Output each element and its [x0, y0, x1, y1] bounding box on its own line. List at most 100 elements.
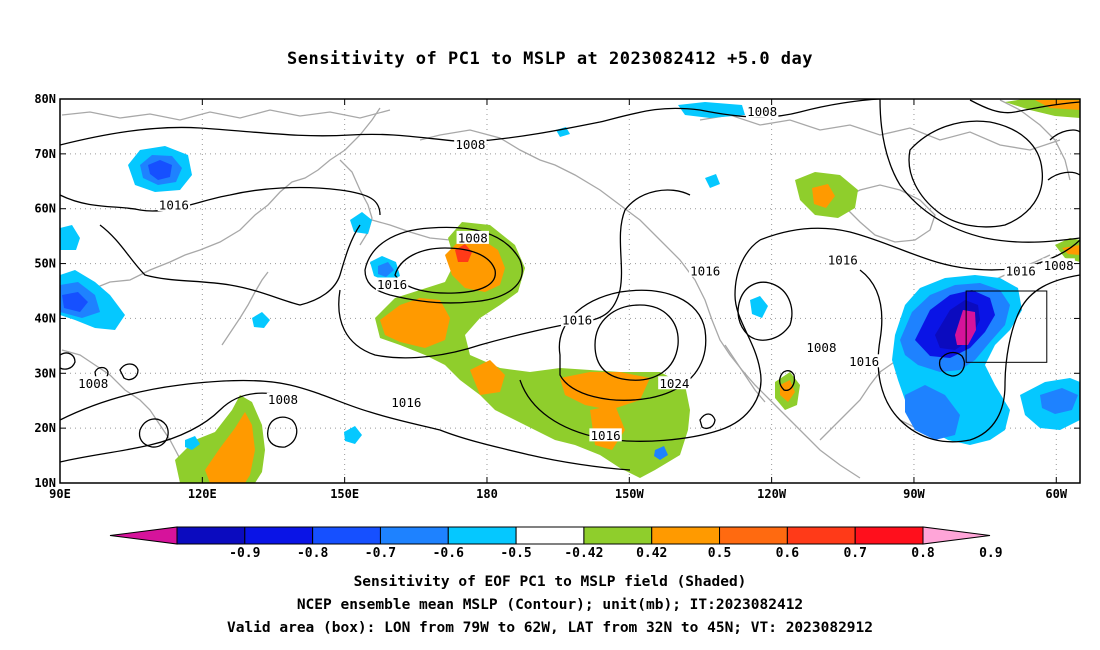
contour-label-bg-6 [375, 277, 409, 291]
contour-label-bg-17 [589, 428, 622, 442]
contour-1008-greenland [908, 120, 1043, 228]
x-tick-label-7: 60W [1045, 487, 1067, 501]
colorbar-box-6 [583, 526, 653, 545]
colorbar-label-4: -0.5 [500, 546, 531, 561]
contour-label-7: 1008 [1044, 258, 1074, 273]
contour-label-bg-1 [454, 137, 487, 151]
colorbar-box-5 [515, 526, 585, 545]
contour-small-1 [138, 418, 169, 448]
negative-region-us-west [750, 296, 768, 318]
contour-label-bg-2 [157, 197, 191, 211]
contour-label-5: 1016 [828, 252, 858, 267]
contour-label-10: 1016 [562, 313, 592, 328]
contour-label-bg-4 [689, 263, 722, 277]
negative-region-kamchatka [350, 212, 372, 234]
coast-canada-arctic [699, 114, 1061, 151]
colorbar-box-3 [379, 526, 449, 545]
contour-1008-na-west [737, 281, 793, 341]
contour-label-1: 1008 [455, 137, 485, 152]
colorbar-label-9: 0.7 [843, 546, 866, 561]
colorbar-box-0 [176, 526, 246, 545]
contour-1008-arctic-right [969, 99, 1080, 114]
contour-label-bg-12 [847, 354, 881, 368]
contour-label-bg-3 [456, 230, 489, 244]
coast-asia [61, 107, 381, 301]
colorbar-label-1: -0.8 [297, 546, 328, 561]
colorbar-low-triangle [109, 526, 178, 545]
colorbar-label-10: 0.8 [911, 546, 935, 561]
contour-1008-mexico [778, 370, 796, 391]
contour-1008-west [60, 392, 281, 463]
contour-1016-na [759, 227, 1080, 271]
positive-region-orange-3 [470, 360, 505, 395]
colorbar-box-1 [244, 526, 314, 545]
colorbar-label-0: -0.9 [229, 546, 260, 561]
x-tick-label-4: 150W [615, 487, 645, 501]
coast-arctic-asia [61, 109, 391, 121]
y-tick-label-3: 50N [34, 257, 56, 271]
caption-contour: NCEP ensemble mean MSLP (Contour); unit(… [296, 597, 804, 613]
contour-label-bg-0 [745, 104, 779, 118]
colorbar-label-11: 0.9 [979, 546, 1002, 561]
plot-area: 1008 1008 1016 1008 1016 1016 1016 1008 1016 1008… [60, 99, 1080, 483]
contour-1024-inner [594, 304, 679, 381]
contour-1016-asia [99, 224, 361, 306]
contour-label-8: 1016 [1006, 263, 1036, 278]
y-tick-label-4: 40N [34, 311, 56, 325]
colorbar-box-2 [312, 526, 381, 545]
coast-china [61, 349, 191, 483]
colorbar-high-triangle [922, 526, 991, 545]
colorbar-label-5: -0.42 [564, 546, 603, 561]
colorbar-label-3: -0.6 [433, 546, 464, 561]
positive-region-central-pacific [375, 222, 690, 478]
y-tick-label-7: 10N [34, 476, 56, 490]
negative-region-hawaii [654, 446, 668, 460]
contour-1016-east-pacific [519, 239, 762, 442]
colorbar: -0.9 -0.8 -0.7 -0.6 -0.5 -0.42 0.42 0.5 0.6 0.7 0.… [109, 526, 1003, 561]
x-tick-label-1: 120E [188, 487, 217, 501]
contour-label-16: 1008 [268, 392, 298, 407]
colorbar-box-7 [651, 526, 721, 545]
colorbar-label-6: 0.42 [636, 546, 667, 561]
negative-region-arctic-small [705, 174, 720, 188]
negative-region-westedge-top [60, 225, 80, 250]
negative-region-china-small [185, 436, 200, 450]
contour-label-bg-8 [1004, 263, 1037, 277]
negative-region-atlantic-south [905, 385, 960, 440]
x-tick-label-0: 90E [49, 487, 71, 501]
contour-label-bg-16 [266, 392, 300, 406]
contour-label-bg-13 [658, 376, 691, 390]
contour-small-6 [1049, 129, 1080, 141]
y-tick-label-0: 80N [34, 92, 56, 106]
contour-1016-north [60, 186, 381, 216]
valid-area-box [965, 290, 1048, 363]
contour-label-bg-7 [1042, 258, 1075, 272]
contour-label-4: 1016 [690, 263, 720, 278]
colorbar-label-2: -0.7 [365, 546, 396, 561]
contour-label-15: 1016 [391, 395, 421, 410]
negative-region-arctic-cyan [678, 102, 745, 118]
contour-label-0: 1008 [747, 104, 777, 119]
caption-valid-area: Valid area (box): LON from 79W to 62W, L… [226, 620, 873, 636]
contour-1024-high [558, 289, 707, 401]
contour-label-17: 1016 [591, 428, 621, 443]
contour-small-2 [266, 416, 298, 448]
contour-label-12: 1016 [849, 354, 879, 369]
contour-label-11: 1008 [806, 340, 836, 355]
sensitivity-shading [60, 99, 1080, 483]
y-tick-label-1: 70N [34, 147, 56, 161]
contour-1008-aleutian-inner [394, 247, 496, 294]
positive-region-mexico-orange [780, 380, 795, 402]
contour-label-2: 1016 [159, 197, 189, 212]
contour-labels: 1008 1008 1016 1008 1016 1016 1016 1008 1016 1008… [77, 104, 1075, 443]
contour-small-5 [119, 363, 139, 381]
coast-japan [221, 271, 269, 346]
y-tick-label-6: 20N [34, 421, 56, 435]
coast-hudson [839, 184, 936, 243]
map-frame [59, 98, 1081, 484]
contour-small-3 [60, 352, 76, 370]
negative-region-japan [252, 312, 270, 328]
coast-greenland [999, 99, 1071, 181]
negative-region-kuril-blue [378, 262, 394, 277]
